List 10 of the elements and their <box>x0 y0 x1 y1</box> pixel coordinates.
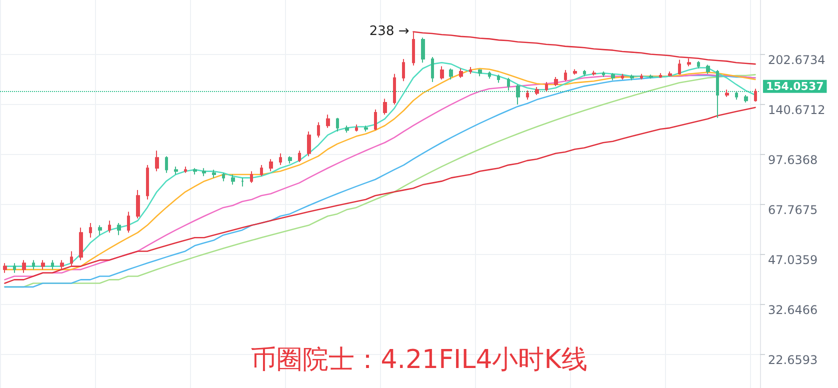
ref-line-label: 154.0537 <box>766 80 824 93</box>
y-tick-label: 202.6734 <box>768 52 826 67</box>
y-tick-label: 67.7675 <box>768 202 818 217</box>
y-tick-label: 97.6368 <box>768 152 818 167</box>
y-tick-label: 22.6593 <box>768 353 818 368</box>
text: 币圈院士：4.21FIL4小时K线 <box>250 345 588 375</box>
annotation: 238 → <box>369 24 410 40</box>
y-tick-label: 32.6466 <box>768 303 818 318</box>
y-tick-label: 47.0359 <box>768 253 818 268</box>
y-tick-label: 140.6712 <box>768 102 826 117</box>
